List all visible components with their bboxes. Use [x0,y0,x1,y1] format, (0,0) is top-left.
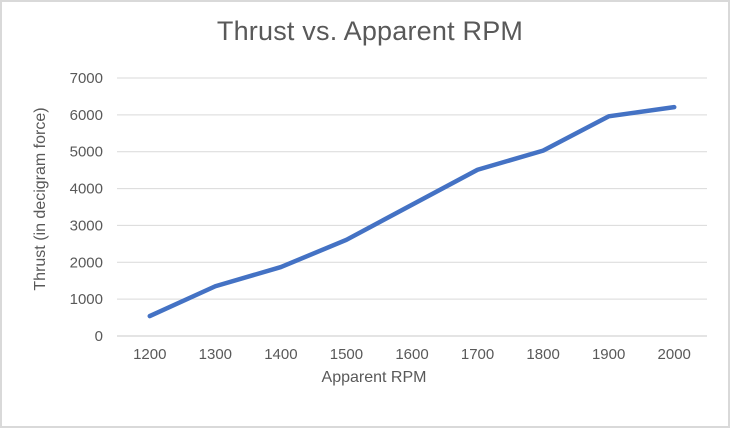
x-tick-label: 1200 [133,346,166,363]
y-tick-label: 1000 [70,291,103,308]
y-tick-label: 3000 [70,217,103,234]
y-tick-label: 2000 [70,254,103,271]
x-tick-label: 2000 [658,346,691,363]
chart-title: Thrust vs. Apparent RPM [216,16,524,46]
y-tick-label: 0 [95,328,103,345]
x-tick-label: 1400 [264,346,297,363]
y-axis-title: Thrust (in decigram force) [32,107,49,291]
x-tick-label: 1700 [461,346,494,363]
y-tick-label: 7000 [70,70,103,87]
x-tick-label: 1300 [199,346,232,363]
x-tick-label: 1800 [526,346,559,363]
y-tick-label: 4000 [70,181,103,198]
series-line-thrust [147,104,677,319]
y-tick-label: 5000 [70,144,103,161]
x-tick-label: 1500 [330,346,363,363]
x-tick-label: 1600 [395,346,428,363]
x-axis-title: Apparent RPM [321,369,427,386]
y-tick-label: 6000 [70,107,103,124]
x-tick-label: 1900 [592,346,625,363]
